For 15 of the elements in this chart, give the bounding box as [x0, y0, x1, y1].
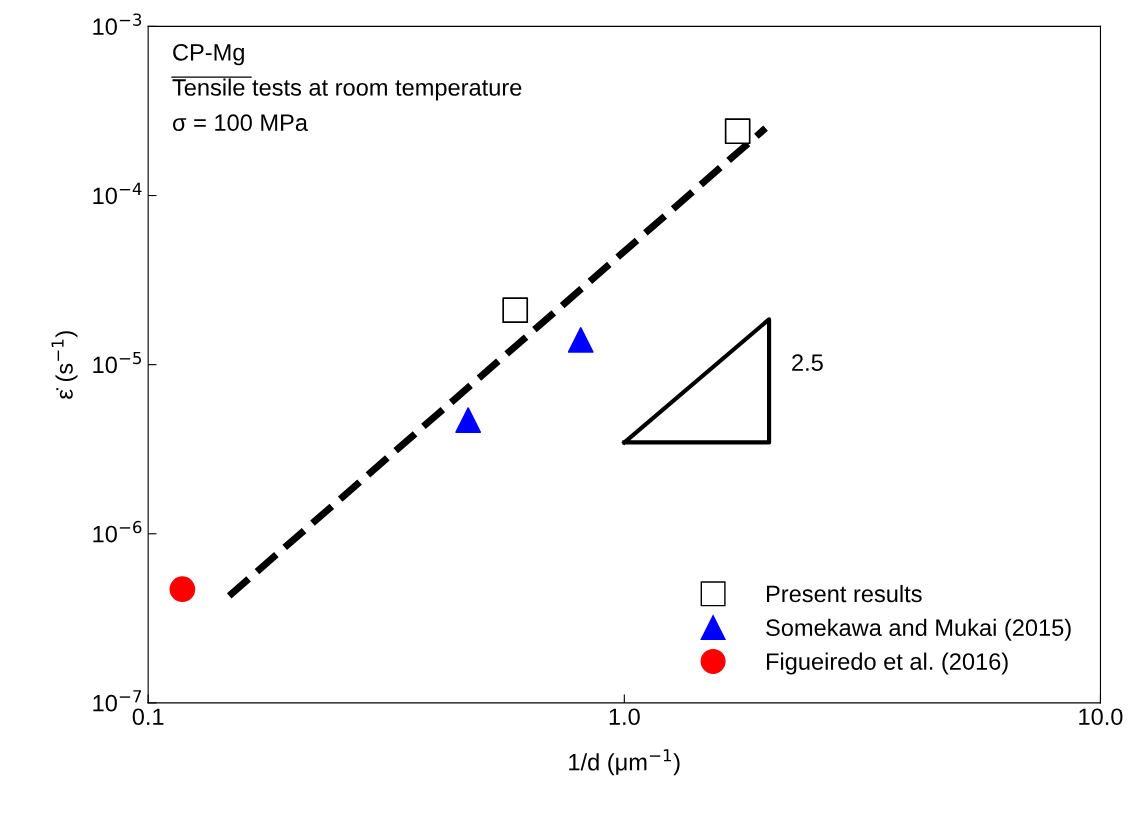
y-tick-label: 10$^{−5}$ — [93, 351, 141, 374]
x-tick-label: 1.0 — [609, 708, 640, 726]
annotation: CP-Mg — [173, 43, 244, 66]
y-axis-title: ε̇ (s$^{−1}$) — [51, 331, 78, 399]
y-tick-label: 10$^{−4}$ — [93, 182, 142, 205]
legend-label: Present results — [766, 584, 922, 603]
y-tick-label: 10$^{−3}$ — [93, 13, 142, 36]
x-axis-title: 1/d (μm$^{−1}$) — [569, 749, 680, 776]
legend-label: Somekawa and Mukai (2015) — [766, 618, 1071, 641]
annotation: 2.5 — [792, 354, 823, 371]
y-tick-label: 10$^{−6}$ — [93, 520, 142, 543]
legend-label: Figueiredo et al. (2016) — [766, 652, 1008, 675]
annotation: Tensile tests at room temperature — [172, 78, 522, 101]
x-tick-label: 10.0 — [1079, 708, 1123, 726]
annotation: σ = 100 MPa — [172, 114, 308, 132]
